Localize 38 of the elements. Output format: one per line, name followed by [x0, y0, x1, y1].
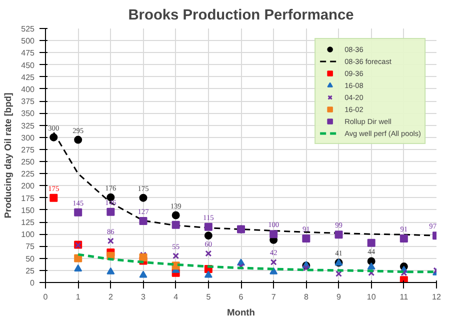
- y-tick-label: 125: [21, 218, 36, 228]
- x-tick-label: 12: [432, 292, 442, 302]
- x-tick-label: 11: [400, 292, 409, 302]
- x-tick-label: 8: [304, 292, 309, 302]
- y-tick-label: 75: [26, 242, 36, 252]
- y-tick-label: 525: [21, 24, 36, 34]
- y-tick-label: 175: [21, 194, 36, 203]
- y-tick-label: 400: [21, 84, 36, 94]
- chart-title: Brooks Production Performance: [128, 8, 354, 24]
- y-tick-label: 150: [21, 206, 36, 215]
- y-tick-label: 25: [26, 266, 36, 276]
- x-tick-label: 6: [238, 292, 244, 302]
- y-tick-label: 250: [21, 158, 36, 167]
- y-tick-label: 450: [21, 60, 36, 70]
- y-tick-label: 50: [26, 254, 36, 264]
- x-tick-label: 0: [43, 292, 48, 302]
- x-tick-label: 1: [76, 292, 81, 302]
- y-tick-label: 275: [21, 145, 36, 154]
- x-tick-label: 4: [174, 292, 179, 302]
- y-tick-label: 200: [21, 182, 36, 191]
- x-tick-label: 2: [108, 292, 114, 302]
- x-tick-label: 9: [336, 292, 342, 302]
- y-tick-label: 325: [21, 121, 36, 130]
- y-tick-label: 0: [30, 278, 36, 288]
- y-tick-label: 475: [21, 48, 36, 58]
- y-tick-label: 350: [21, 109, 36, 118]
- x-tick-label: 7: [271, 292, 276, 302]
- x-tick-label: 10: [366, 292, 376, 302]
- x-axis-title: Month: [227, 308, 256, 318]
- x-tick-label: 5: [206, 292, 212, 302]
- y-tick-label: 375: [21, 97, 36, 106]
- y-tick-label: 300: [21, 133, 36, 142]
- y-tick-label: 225: [21, 170, 36, 179]
- y-tick-label: 100: [21, 230, 36, 240]
- y-tick-label: 500: [21, 36, 36, 46]
- y-axis-title: Producing day Oil rate [bpd]: [3, 92, 14, 218]
- x-tick-label: 3: [141, 292, 146, 302]
- y-tick-label: 425: [21, 72, 36, 82]
